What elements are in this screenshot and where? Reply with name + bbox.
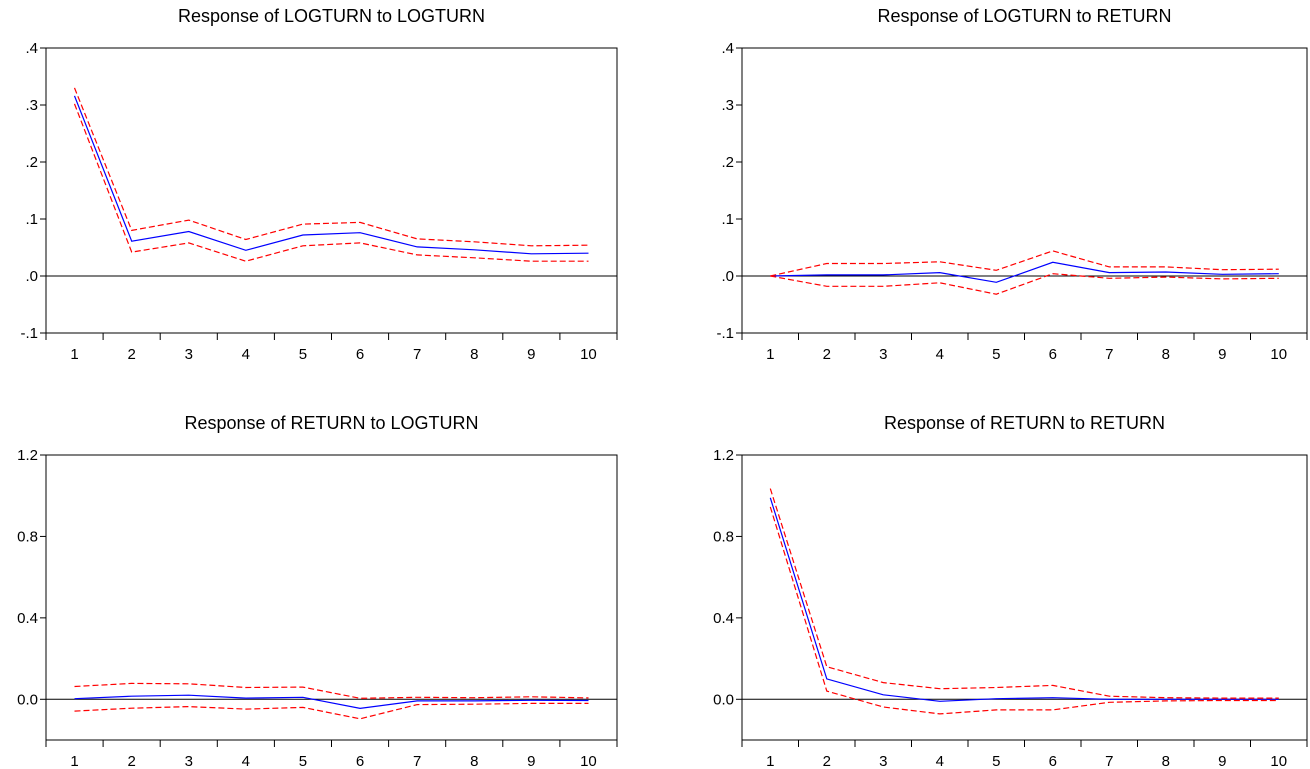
y-tick-label: 0.0 — [17, 691, 38, 708]
x-tick-label: 10 — [580, 346, 597, 363]
confidence-band-line — [769, 506, 1279, 715]
x-tick-label: 5 — [992, 753, 1000, 769]
x-tick-label: 5 — [992, 346, 1000, 363]
x-tick-label: 2 — [127, 753, 135, 769]
response-line — [769, 497, 1279, 702]
x-tick-label: 9 — [1218, 753, 1226, 769]
x-tick-label: 1 — [766, 346, 774, 363]
y-tick-label: 1.2 — [713, 447, 734, 464]
chart-title: Response of RETURN to LOGTURN — [184, 413, 478, 433]
chart-title: Response of LOGTURN to RETURN — [877, 6, 1171, 26]
y-tick-label: -.1 — [20, 325, 38, 342]
y-tick-label: 0.0 — [713, 691, 734, 708]
x-tick-label: 1 — [766, 753, 774, 769]
x-tick-label: 2 — [823, 346, 831, 363]
y-tick-label: .3 — [25, 97, 38, 114]
chart-panel-3: Response of RETURN to LOGTURN 1.2 0.8 0.4 0.… — [17, 413, 618, 769]
confidence-band-line — [770, 273, 1279, 295]
y-tick-label: .1 — [25, 211, 38, 228]
y-tick-label: .2 — [721, 154, 734, 171]
plot-frame — [45, 454, 618, 741]
confidence-band-line — [74, 702, 589, 720]
plot-frame — [45, 47, 618, 334]
x-tick-label: 7 — [1105, 346, 1113, 363]
x-tick-label: 10 — [1270, 346, 1287, 363]
x-tick-label: 9 — [527, 753, 535, 769]
x-tick-label: 8 — [470, 346, 478, 363]
x-tick-label: 3 — [879, 346, 887, 363]
y-tick-label: .0 — [25, 268, 38, 285]
x-tick-label: 1 — [70, 346, 78, 363]
x-tick-label: 3 — [185, 753, 193, 769]
x-tick-label: 8 — [470, 753, 478, 769]
confidence-band-line — [770, 250, 1279, 277]
y-tick-label: 0.8 — [17, 528, 38, 545]
y-tick-label: 1.2 — [17, 447, 38, 464]
confidence-band-line — [74, 682, 589, 699]
x-tick-label: 6 — [1049, 346, 1057, 363]
y-tick-label: -.1 — [716, 325, 734, 342]
plot-frame — [741, 454, 1308, 741]
confidence-band-line — [73, 103, 589, 262]
y-tick-label: .4 — [721, 40, 734, 57]
x-tick-label: 6 — [1049, 753, 1057, 769]
x-tick-label: 3 — [879, 753, 887, 769]
x-tick-label: 7 — [1105, 753, 1113, 769]
plot-frame — [741, 47, 1308, 334]
x-tick-label: 4 — [242, 753, 250, 769]
chart-panel-4: Response of RETURN to RETURN 1.2 0.8 0.4 0.0… — [713, 413, 1308, 769]
y-tick-label: 0.8 — [713, 528, 734, 545]
y-tick-label: .1 — [721, 211, 734, 228]
response-line — [74, 694, 589, 710]
x-tick-label: 10 — [580, 753, 597, 769]
response-line — [770, 261, 1279, 283]
confidence-band-line — [769, 488, 1279, 699]
x-tick-label: 5 — [299, 753, 307, 769]
y-tick-label: 0.4 — [713, 610, 734, 627]
x-tick-label: 2 — [823, 753, 831, 769]
y-tick-label: .3 — [721, 97, 734, 114]
x-tick-label: 9 — [527, 346, 535, 363]
y-tick-label: 0.4 — [17, 610, 38, 627]
x-tick-label: 4 — [242, 346, 250, 363]
chart-panel-1: Response of LOGTURN to LOGTURN .4 .3 .2 .1 .0… — [20, 6, 618, 363]
x-tick-label: 2 — [127, 346, 135, 363]
response-line — [73, 95, 589, 255]
x-tick-label: 3 — [185, 346, 193, 363]
chart-title: Response of RETURN to RETURN — [884, 413, 1165, 433]
x-tick-label: 9 — [1218, 346, 1226, 363]
x-tick-label: 6 — [356, 753, 364, 769]
x-tick-label: 7 — [413, 346, 421, 363]
y-tick-label: .4 — [25, 40, 38, 57]
x-tick-label: 5 — [299, 346, 307, 363]
x-tick-label: 8 — [1162, 346, 1170, 363]
x-tick-label: 10 — [1270, 753, 1287, 769]
chart-panel-2: Response of LOGTURN to RETURN .4 .3 .2 .1 .0 -… — [716, 6, 1308, 363]
x-tick-label: 8 — [1162, 753, 1170, 769]
confidence-band-line — [73, 87, 589, 247]
x-tick-label: 1 — [70, 753, 78, 769]
x-tick-label: 4 — [936, 753, 944, 769]
x-tick-label: 7 — [413, 753, 421, 769]
y-tick-label: .0 — [721, 268, 734, 285]
chart-title: Response of LOGTURN to LOGTURN — [178, 6, 485, 26]
y-tick-label: .2 — [25, 154, 38, 171]
x-tick-label: 4 — [936, 346, 944, 363]
x-tick-label: 6 — [356, 346, 364, 363]
